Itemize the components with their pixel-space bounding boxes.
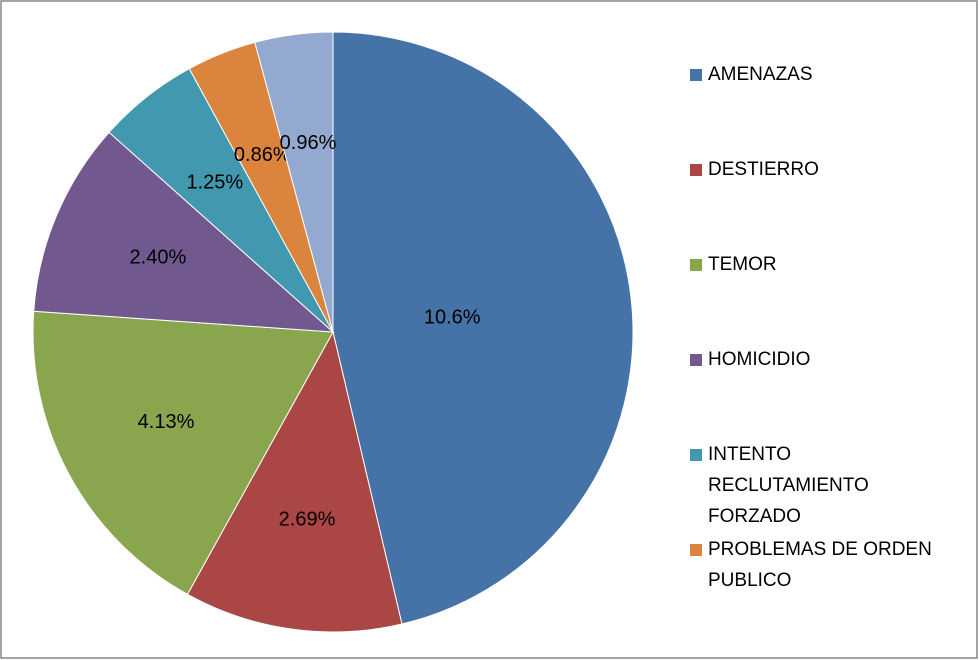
legend-label: INTENTO RECLUTAMIENTO FORZADO: [708, 444, 869, 527]
legend-label: AMENAZAS: [708, 64, 813, 85]
pie-slice: [254, 31, 334, 333]
legend-label: PROBLEMAS DE ORDEN PUBLICO: [708, 539, 932, 591]
legend-swatch: [690, 544, 702, 556]
data-label: 2.69%: [279, 508, 336, 530]
pie-slice: [332, 31, 634, 625]
legend-swatch: [690, 449, 702, 461]
legend-label: HOMICIDIO: [708, 349, 810, 370]
data-label: 4.13%: [138, 411, 195, 433]
data-label: 1.25%: [186, 171, 243, 193]
data-label: 0.86%: [234, 144, 291, 166]
pie-slice: [186, 330, 403, 633]
legend-swatch: [690, 354, 702, 366]
legend-swatch: [690, 259, 702, 271]
legend-swatch: [690, 69, 702, 81]
legend-swatch: [690, 164, 702, 176]
data-label: 2.40%: [130, 247, 187, 269]
data-label: 0.96%: [280, 132, 337, 154]
pie-slice: [33, 131, 335, 333]
legend-label: DESTIERRO: [708, 159, 819, 180]
data-label: 10.6%: [424, 306, 481, 328]
pie-slice: [32, 310, 334, 596]
legend-label: TEMOR: [708, 254, 777, 275]
